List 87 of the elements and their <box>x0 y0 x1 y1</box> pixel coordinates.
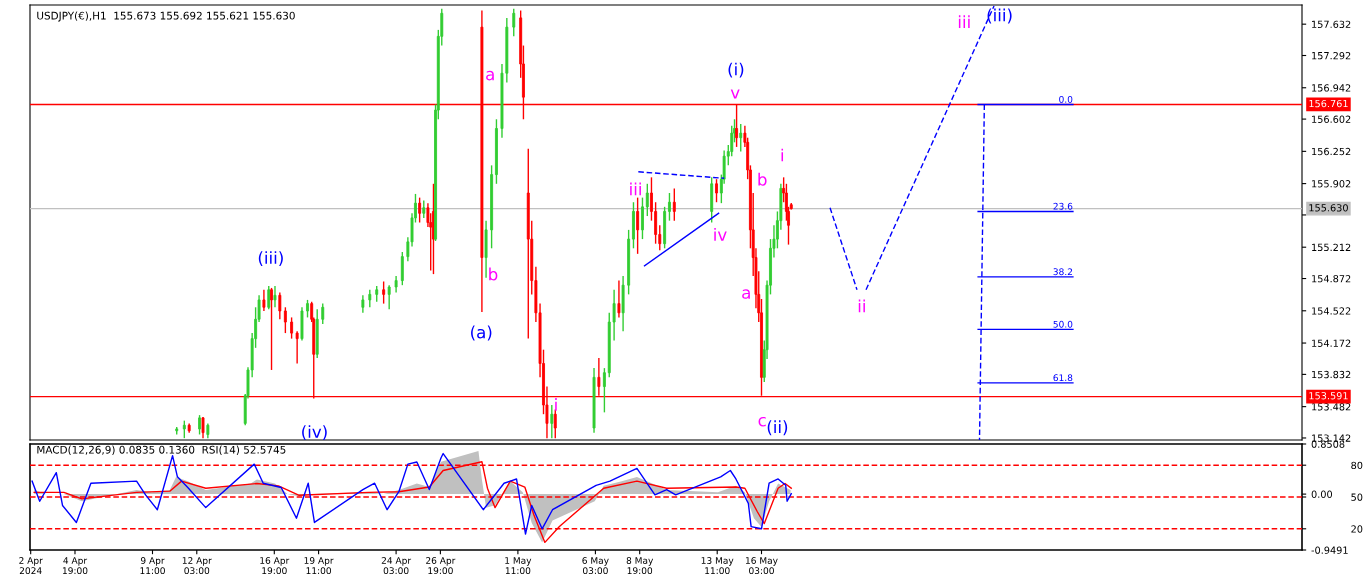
y-tick-label: 157.632 <box>1312 20 1351 28</box>
annotation: ii <box>858 299 865 313</box>
annotation: (iv) <box>302 425 327 441</box>
candlestick <box>270 287 273 371</box>
y-tick-label: 154.522 <box>1312 307 1351 315</box>
ref-line-label: 155.630 <box>1309 204 1348 212</box>
y2-tick-label: 50 <box>1351 493 1363 501</box>
candlestick <box>382 280 386 305</box>
y-tick-label: 153.832 <box>1312 370 1351 379</box>
candlestick <box>295 330 299 365</box>
x-tick-label: 16 Apr 19:00 <box>260 557 290 575</box>
x-tick-label: 8 May 19:00 <box>626 557 654 575</box>
annotation: b <box>758 172 767 186</box>
annotation: iii <box>958 15 970 28</box>
y-tick-label: 157.292 <box>1312 51 1351 60</box>
y-tick-label: 0.00 <box>1311 490 1333 498</box>
x-tick-label: 24 Apr 03:00 <box>381 557 412 575</box>
candlestick <box>672 187 676 222</box>
candlestick <box>512 7 516 38</box>
candlestick <box>715 178 718 203</box>
annotation: (a) <box>471 325 492 341</box>
x-tick-label: 9 Apr 11:00 <box>140 557 165 575</box>
annotation: (iii) <box>258 251 283 267</box>
series-label: 38.2 <box>1053 268 1073 276</box>
series-label: 50.0 <box>1053 320 1073 328</box>
x-tick-label: 12 Apr 03:00 <box>182 557 212 575</box>
candlestick <box>553 408 557 439</box>
x-tick-label: 26 Apr 19:00 <box>426 557 456 575</box>
candlestick <box>668 192 671 222</box>
annotation: a <box>486 70 494 81</box>
annotation: iii <box>630 182 641 196</box>
chart-title: MACD(12,26,9) 0.0835 0.1360 RSI(14) 52.5745 <box>37 445 286 455</box>
candlestick <box>739 123 743 153</box>
y-tick-label: 154.872 <box>1312 275 1351 283</box>
series-label: 0.0 <box>1059 95 1073 103</box>
candlestick <box>387 284 391 310</box>
y-tick-label: 156.602 <box>1312 115 1351 123</box>
candlestick <box>262 289 266 312</box>
candlestick <box>617 279 621 319</box>
ref-line-label: 153.591 <box>1309 392 1348 400</box>
candlestick <box>198 414 202 436</box>
x-tick-label: 6 May 03:00 <box>582 557 609 575</box>
x-tick-label: 13 May 11:00 <box>701 557 734 575</box>
candlestick <box>321 302 325 325</box>
y-tick-label: 0.8508 <box>1311 440 1345 448</box>
candlestick <box>641 196 644 240</box>
candlestick <box>283 306 287 334</box>
annotation: (ii) <box>767 420 788 436</box>
x-tick-label: 16 May 03:00 <box>745 557 778 575</box>
series-label: 61.8 <box>1053 374 1073 382</box>
y-tick-label: -0.9491 <box>1311 546 1348 554</box>
candlestick <box>418 196 422 224</box>
y-tick-label: 154.172 <box>1312 339 1351 347</box>
candlestick <box>602 367 606 414</box>
series-label: 23.6 <box>1053 202 1073 210</box>
annotation: a <box>742 289 750 299</box>
annotation: iv <box>714 227 727 241</box>
y-tick-label: 155.212 <box>1312 243 1351 252</box>
y-tick-label: 153.482 <box>1312 403 1351 411</box>
annotation: i <box>555 398 557 411</box>
annotation: c <box>758 416 766 427</box>
candlestick <box>645 183 649 217</box>
candlestick <box>400 251 404 286</box>
text: USDJPY(€),H1 155.673 155.692 155.621 155.630 <box>37 11 295 22</box>
candlestick <box>278 291 282 320</box>
candlestick <box>306 299 309 319</box>
y-tick-label: 153.142 <box>1312 434 1351 442</box>
candlestick <box>632 201 635 250</box>
ref-line-label: 156.761 <box>1309 99 1348 108</box>
x-tick-label: 19 Apr 11:00 <box>304 557 334 575</box>
annotation: i <box>781 148 784 162</box>
y2-tick-label: 20 <box>1351 525 1363 533</box>
annotation: v <box>730 89 740 99</box>
candlestick <box>636 196 640 255</box>
y-tick-label: 156.252 <box>1312 147 1351 156</box>
y-tick-label: 155.902 <box>1312 180 1351 188</box>
x-tick-label: 2 Apr 2024 <box>19 557 43 575</box>
y2-tick-label: 80 <box>1351 461 1363 470</box>
candlestick <box>494 118 498 185</box>
annotation: b <box>489 267 498 281</box>
annotation: (iii) <box>987 8 1012 24</box>
candlestick <box>273 285 277 308</box>
candlestick <box>290 316 294 340</box>
y-tick-label: 156.942 <box>1312 84 1351 92</box>
annotation: (i) <box>728 62 744 78</box>
x-tick-label: 1 May 11:00 <box>505 557 532 575</box>
x-tick-label: 4 Apr 19:00 <box>62 557 88 575</box>
